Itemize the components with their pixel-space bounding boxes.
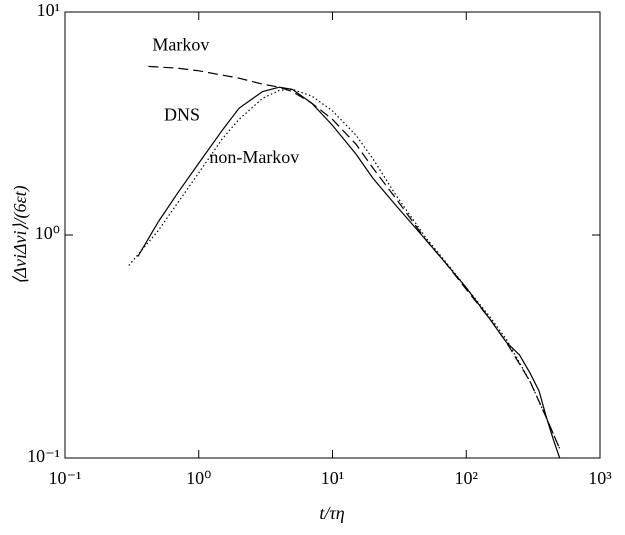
annotation: Markov	[152, 35, 209, 55]
series-line	[128, 88, 561, 450]
annotation: DNS	[164, 105, 200, 125]
y-tick-label: 10⁰	[35, 223, 60, 243]
x-tick-label: 10³	[588, 468, 612, 488]
x-tick-label: 10¹	[321, 468, 344, 488]
x-tick-label: 10⁻¹	[49, 468, 82, 488]
plot-frame	[64, 11, 601, 459]
x-axis-label: t/τη	[319, 503, 344, 523]
x-tick-label: 10⁰	[186, 468, 211, 488]
x-tick-label: 10²	[455, 468, 478, 488]
y-tick-label: 10¹	[37, 0, 60, 20]
series-line	[137, 86, 561, 459]
series-line	[148, 65, 561, 450]
annotation: non-Markov	[209, 147, 299, 167]
y-axis-label: ⟨ΔviΔvi⟩/(6εt)	[10, 185, 31, 284]
y-tick-label: 10⁻¹	[27, 446, 60, 466]
